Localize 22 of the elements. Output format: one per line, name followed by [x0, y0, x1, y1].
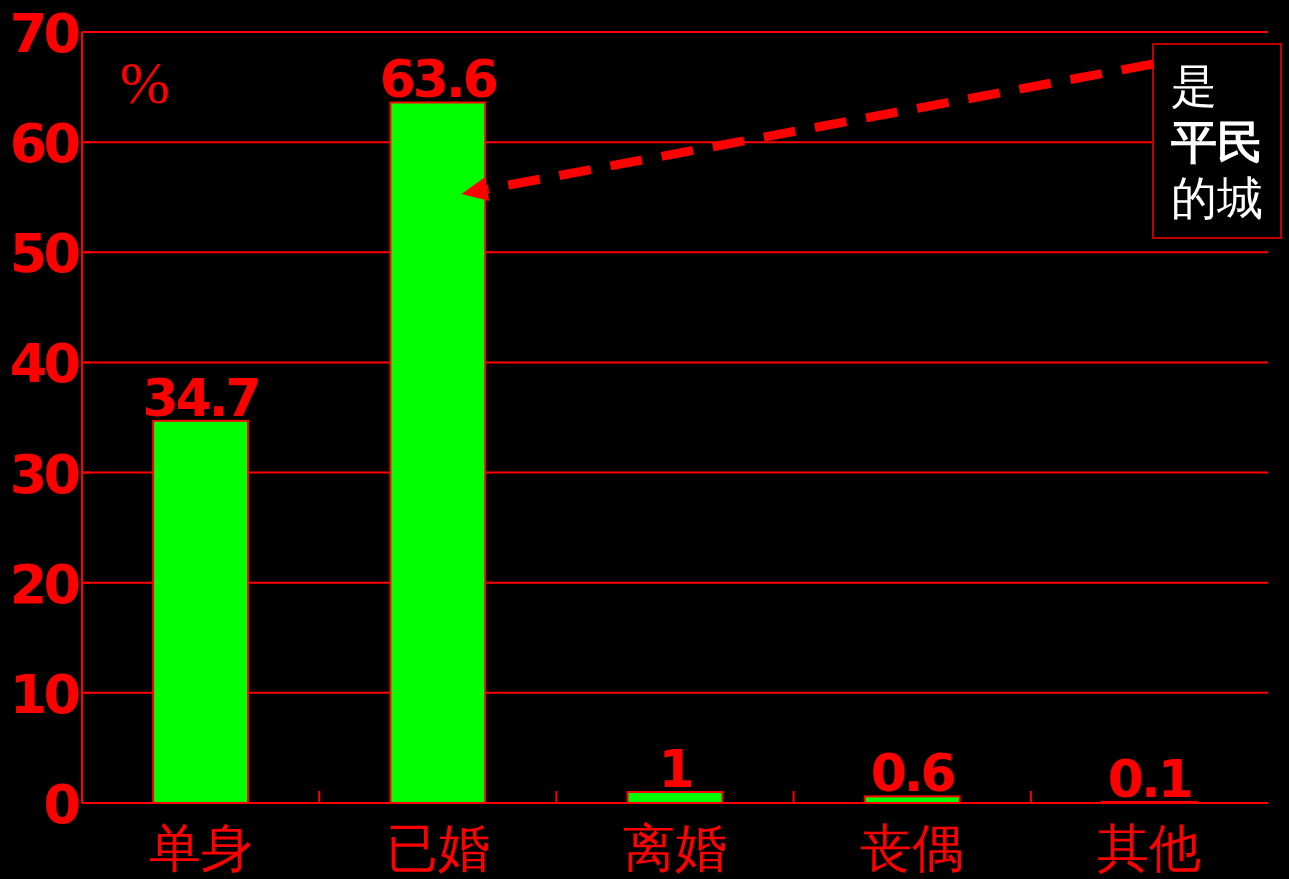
y-axis-title: % — [120, 50, 170, 116]
y-tick-label: 60 — [9, 112, 79, 176]
data-label: 34.7 — [142, 367, 259, 428]
y-tick-label: 40 — [9, 332, 79, 396]
y-tick-label: 10 — [9, 662, 79, 726]
x-tick-label: 丧偶 — [860, 818, 965, 878]
data-label: 0.1 — [1107, 748, 1191, 809]
x-tick-label: 离婚 — [623, 818, 727, 878]
data-label: 0.6 — [870, 743, 955, 804]
y-tick-label: 30 — [9, 442, 79, 506]
y-tick-label: 20 — [9, 552, 79, 616]
x-tick-label: 单身 — [148, 818, 253, 878]
x-tick-label: 其他 — [1097, 818, 1202, 878]
annotation: 平民 — [1171, 115, 1263, 170]
y-tick-label: 70 — [9, 2, 79, 65]
annotation: 的城 — [1171, 171, 1263, 226]
data-label: 1 — [658, 738, 692, 799]
x-tick-label: 已婚 — [385, 818, 490, 878]
y-tick-label: 50 — [9, 222, 79, 286]
y-tick-label: 0 — [43, 773, 79, 836]
annotation: 是 — [1171, 59, 1217, 114]
data-label: 63.6 — [379, 49, 497, 110]
